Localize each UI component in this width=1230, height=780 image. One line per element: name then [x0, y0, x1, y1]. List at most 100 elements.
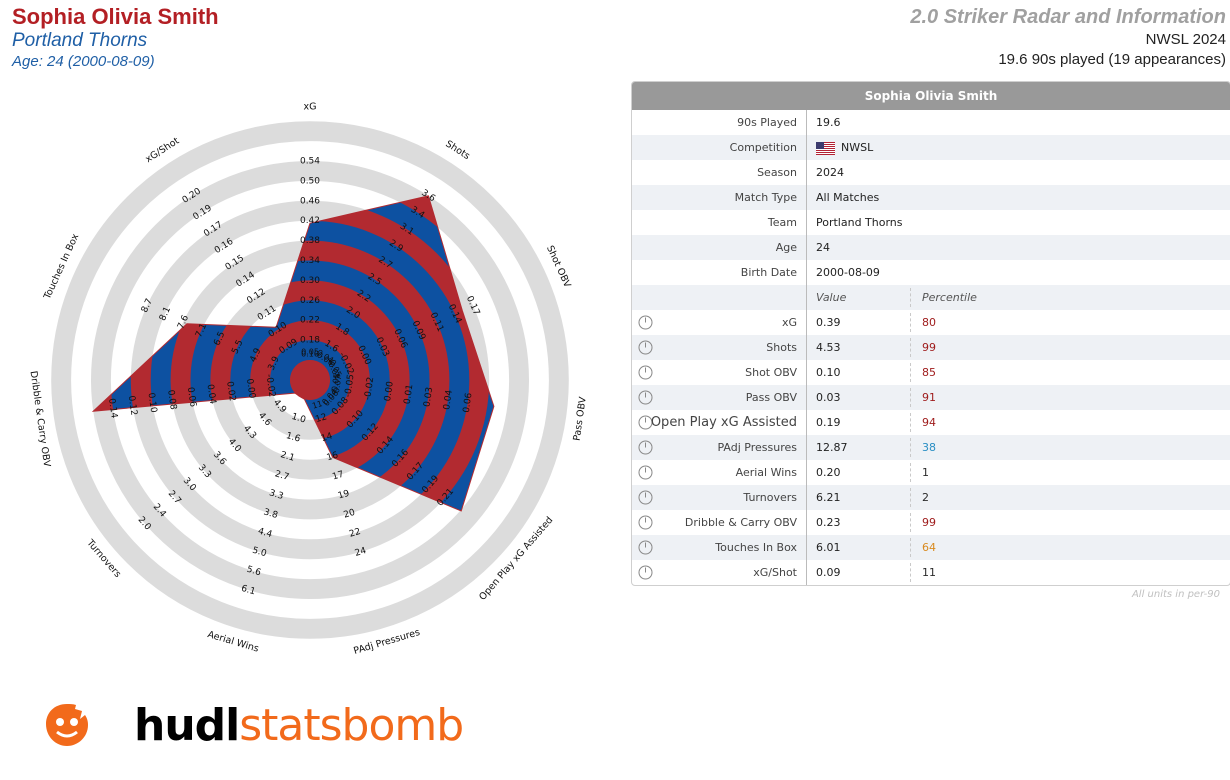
- radar-tick-label: 22: [348, 527, 362, 540]
- radar-tick-label: 0.06: [185, 386, 198, 408]
- radar-tick-label: 0.00: [244, 378, 257, 400]
- radar-tick-label: -0.02: [263, 374, 276, 398]
- gauge-icon: [638, 540, 653, 555]
- stat-row: Aerial Wins 0.20 1: [632, 460, 1230, 485]
- gauge-icon: [638, 365, 653, 380]
- column-divider: [806, 335, 807, 360]
- stat-label: Aerial Wins: [735, 466, 797, 479]
- stat-row: Open Play xG Assisted 0.19 94: [632, 410, 1230, 435]
- stat-label: Open Play xG Assisted: [650, 415, 797, 430]
- column-divider: [806, 135, 807, 160]
- radar-tick-label: -0.05: [343, 374, 356, 398]
- percentile-column-header: Percentile: [922, 291, 977, 304]
- stat-percentile: 91: [922, 391, 936, 404]
- stat-value: 0.10: [816, 366, 841, 379]
- statsbomb-logo-icon: [46, 704, 88, 746]
- radar-tick-label: 14: [320, 431, 334, 444]
- row-value: 19.6: [816, 116, 841, 129]
- stat-value: 4.53: [816, 341, 841, 354]
- row-label: Birth Date: [740, 266, 797, 279]
- radar-axis-label: Aerial Wins: [206, 629, 260, 655]
- radar-tick-label: 0.10: [145, 392, 158, 414]
- header-right: 2.0 Striker Radar and Information NWSL 2…: [910, 4, 1226, 70]
- radar-tick-label: 11: [311, 399, 323, 411]
- info-table: Sophia Olivia Smith 90s Played 19.6 Compet…: [631, 81, 1230, 586]
- stat-value: 0.19: [816, 416, 841, 429]
- row-label: Team: [767, 216, 797, 229]
- stat-label: Turnovers: [743, 491, 797, 504]
- stat-row: Pass OBV 0.03 91: [632, 385, 1230, 410]
- column-divider: [806, 410, 807, 435]
- stat-value: 0.20: [816, 466, 841, 479]
- radar-tick-label: 0.38: [300, 236, 320, 246]
- column-divider: [806, 235, 807, 260]
- column-divider: [806, 435, 807, 460]
- radar-tick-label: 0.06: [462, 392, 475, 414]
- stat-value: 6.21: [816, 491, 841, 504]
- radar-tick-label: 0.26: [300, 296, 320, 306]
- row-label: Match Type: [734, 191, 797, 204]
- radar-tick-label: 0.18: [300, 336, 320, 346]
- radar-tick-label: 20: [342, 508, 356, 521]
- column-divider: [806, 185, 807, 210]
- percentile-divider: [910, 513, 911, 532]
- radar-axis-label: Dribble & Carry OBV: [27, 370, 52, 468]
- radar-tick-label: 0.00: [383, 380, 396, 402]
- percentile-divider: [910, 313, 911, 332]
- radar-tick-label: -0.02: [363, 376, 376, 400]
- table-row: Age 24: [632, 235, 1230, 260]
- radar-tick-label: 24: [354, 546, 368, 559]
- percentile-divider: [910, 488, 911, 507]
- stat-row: xG 0.39 80: [632, 310, 1230, 335]
- row-value: NWSL: [816, 135, 873, 160]
- radar-tick-label: 3.8: [262, 507, 279, 521]
- stat-value: 0.23: [816, 516, 841, 529]
- radar-tick-label: 1.6: [285, 431, 302, 445]
- row-value: 24: [816, 241, 830, 254]
- table-title: Sophia Olivia Smith: [632, 82, 1230, 110]
- column-divider: [806, 485, 807, 510]
- stat-label: Shots: [766, 341, 797, 354]
- radar-tick-label: 2.1: [279, 450, 296, 464]
- report-title: 2.0 Striker Radar and Information: [910, 6, 1226, 28]
- column-divider: [806, 460, 807, 485]
- percentile-divider: [910, 338, 911, 357]
- header-left: Sophia Olivia Smith Portland Thorns Age:…: [12, 4, 219, 72]
- column-divider: [806, 535, 807, 560]
- radar-tick-label: 12: [314, 412, 328, 425]
- radar-tick-label: 16: [326, 450, 340, 463]
- stat-percentile: 64: [922, 541, 936, 554]
- radar-tick-label: 0.03: [422, 386, 435, 407]
- gauge-icon: [638, 490, 653, 505]
- radar-tick-label: 0.22: [300, 316, 320, 326]
- percentile-divider: [910, 438, 911, 457]
- radar-ring: [51, 121, 569, 639]
- gauge-icon: [638, 315, 653, 330]
- row-label: Competition: [729, 141, 797, 154]
- radar-tick-label: 5.6: [245, 565, 262, 579]
- radar-tick-label: 0.05: [301, 348, 319, 357]
- percentile-divider: [910, 563, 911, 582]
- radar-tick-label: 0.14: [106, 398, 119, 420]
- percentile-divider: [910, 288, 911, 307]
- percentile-divider: [910, 413, 911, 432]
- logo-text-statsbomb: statsbomb: [239, 700, 464, 751]
- column-divider: [806, 260, 807, 285]
- column-divider: [806, 160, 807, 185]
- stat-percentile: 11: [922, 566, 936, 579]
- stat-row: Shot OBV 0.10 85: [632, 360, 1230, 385]
- stat-percentile: 99: [922, 341, 936, 354]
- radar-tick-label: 0.01: [403, 384, 416, 405]
- radar-tick-label: 0.08: [165, 389, 178, 411]
- radar-tick-label: 19: [337, 489, 351, 502]
- stat-percentile: 94: [922, 416, 936, 429]
- radar-chart: 0.18 0.22 0.26 0.30 0.34 0.38 0.42 0.46 0.50 0.54…: [27, 102, 588, 656]
- stat-value: 0.03: [816, 391, 841, 404]
- gauge-icon: [638, 515, 653, 530]
- table-row: Team Portland Thorns: [632, 210, 1230, 235]
- radar-tick-label: 6.1: [240, 584, 257, 598]
- percentile-divider: [910, 388, 911, 407]
- radar-center: [290, 360, 330, 400]
- row-label: Season: [757, 166, 797, 179]
- percentile-divider: [910, 538, 911, 557]
